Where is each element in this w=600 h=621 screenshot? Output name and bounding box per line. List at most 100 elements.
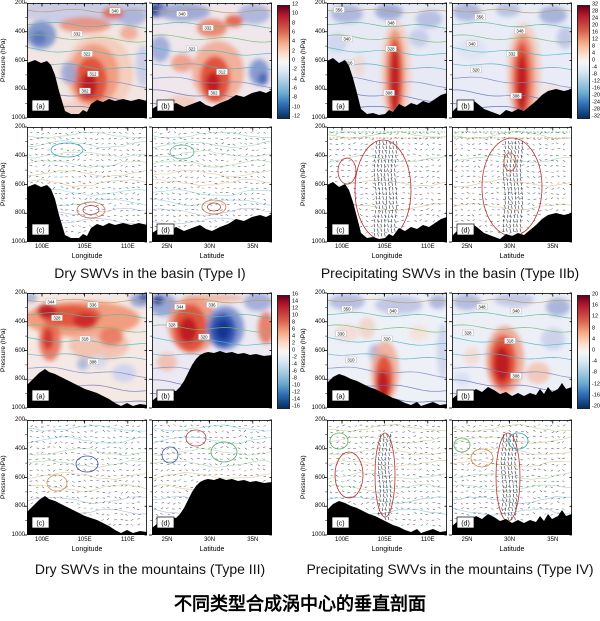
panel-a-shaded-section: 340 332 322 312 302 (a)	[24, 2, 147, 119]
tick-label: 105E	[77, 244, 92, 250]
panel-d-vector-section: (d)	[149, 126, 272, 243]
tick-label: 800	[14, 86, 25, 93]
svg-text:344: 344	[176, 304, 184, 309]
y-axis-ticks: 200 400 600 800 1000	[8, 0, 26, 121]
tick-label: 200	[14, 0, 25, 6]
tick-label: -2	[292, 354, 297, 361]
panel-d-vector-section: (d)	[449, 419, 572, 536]
tick-label: 1000	[311, 532, 325, 538]
colorbar-ticks: 16 14 12 10 8 6 4 2 0 -2 -4 -6 -8 -10 -12 -14 -16	[292, 292, 306, 410]
tick-label: 400	[314, 318, 325, 325]
svg-text:(d): (d)	[161, 227, 170, 234]
svg-text:340: 340	[512, 308, 520, 313]
x-axis-ticks-longitude: 100E 105E 110E	[27, 537, 147, 545]
colorbar	[577, 295, 590, 409]
tick-label: -6	[292, 368, 297, 375]
svg-text:(c): (c)	[336, 227, 344, 234]
tick-label: 800	[314, 86, 325, 93]
panel-c-vector-section: (c)	[324, 419, 447, 536]
tick-label: 30N	[504, 244, 516, 250]
svg-text:348: 348	[478, 304, 486, 309]
tick-label: -12	[592, 78, 600, 85]
svg-text:318: 318	[81, 336, 89, 341]
tick-label: 2	[292, 47, 296, 54]
tick-label: 100E	[334, 537, 350, 543]
svg-text:(d): (d)	[461, 520, 470, 527]
svg-text:322: 322	[83, 51, 91, 56]
x-axis-label-longitude: Longitude	[371, 253, 403, 260]
tick-label: 600	[314, 474, 325, 481]
tick-label: -12	[292, 389, 300, 396]
tick-label: 4	[292, 38, 296, 45]
tick-label: 600	[314, 347, 325, 354]
tick-label: 12	[292, 1, 299, 8]
tick-label: 28	[592, 8, 599, 15]
y-axis-ticks: 200 400 600 800 1000	[308, 290, 326, 411]
tick-label: 105E	[377, 244, 392, 250]
tick-label: 110E	[421, 537, 435, 543]
tick-label: 1000	[311, 115, 325, 121]
svg-text:330: 330	[337, 331, 345, 336]
tick-label: -20	[592, 92, 600, 99]
tick-label: 14	[292, 298, 299, 305]
tick-label: 6	[292, 326, 296, 333]
tick-label: 0	[292, 347, 296, 354]
panel-a-shaded-section: 350 340 330 320 310 (a)	[324, 292, 447, 409]
tick-label: 6	[292, 29, 296, 36]
panel-b-shaded-section: 348 340 328 318 308 (b)	[449, 292, 572, 409]
tick-label: 25N	[461, 244, 473, 250]
tick-label: 2	[292, 340, 296, 347]
panel-c-vector-section: (c)	[24, 126, 147, 243]
tick-label: 32	[592, 1, 599, 8]
tick-label: -8	[592, 369, 597, 376]
svg-text:(d): (d)	[461, 227, 470, 234]
tick-label: 8	[292, 319, 296, 326]
tick-label: -4	[292, 361, 297, 368]
quadrant-caption: Precipitating SWVs in the mountains (Typ…	[306, 561, 594, 577]
tick-label: -16	[292, 403, 300, 410]
tick-label: 600	[314, 181, 325, 188]
tick-label: 16	[592, 302, 599, 309]
svg-text:(a): (a)	[36, 103, 45, 110]
y-axis-ticks: 200 400 600 800 1000	[308, 124, 326, 245]
y-axis-ticks: 200 400 600 800 1000	[308, 417, 326, 538]
svg-text:332: 332	[204, 25, 212, 30]
svg-text:(a): (a)	[336, 393, 345, 400]
tick-label: 4	[292, 333, 296, 340]
tick-label: 20	[592, 22, 599, 29]
svg-text:(c): (c)	[36, 520, 44, 527]
x-axis-ticks-latitude: 25N 30N 35N	[452, 244, 572, 252]
svg-text:302: 302	[81, 88, 89, 93]
x-axis-label-longitude: Longitude	[71, 546, 103, 553]
tick-label: -24	[592, 99, 600, 106]
tick-label: 600	[314, 57, 325, 64]
tick-label: 400	[14, 445, 25, 452]
svg-text:320: 320	[200, 334, 208, 339]
panel-d-vector-section: (d)	[449, 126, 572, 243]
tick-label: -8	[292, 375, 297, 382]
tick-label: 8	[592, 43, 596, 50]
tick-label: 800	[314, 376, 325, 383]
svg-text:320: 320	[472, 67, 480, 72]
svg-text:(a): (a)	[36, 393, 45, 400]
svg-text:336: 336	[89, 302, 97, 307]
svg-text:328: 328	[464, 330, 472, 335]
svg-text:340: 340	[343, 36, 351, 41]
y-axis-ticks: 200 400 600 800 1000	[8, 290, 26, 411]
tick-label: 24	[592, 15, 599, 22]
tick-label: 200	[314, 0, 325, 6]
svg-text:340: 340	[111, 8, 119, 13]
tick-label: 600	[14, 347, 25, 354]
svg-text:310: 310	[347, 357, 355, 362]
svg-text:328: 328	[168, 322, 176, 327]
tick-label: 1000	[11, 405, 25, 411]
y-axis-ticks: 200 400 600 800 1000	[8, 124, 26, 245]
svg-text:(d): (d)	[161, 520, 170, 527]
colorbar-ticks: 12 10 8 6 4 2 0 -2 -4 -6 -8 -10 -12	[292, 1, 306, 119]
svg-text:(b): (b)	[461, 103, 470, 110]
svg-text:320: 320	[383, 336, 391, 341]
svg-text:328: 328	[53, 315, 61, 320]
tick-label: 1000	[311, 239, 325, 245]
x-axis-label-latitude: Latitude	[199, 253, 225, 260]
